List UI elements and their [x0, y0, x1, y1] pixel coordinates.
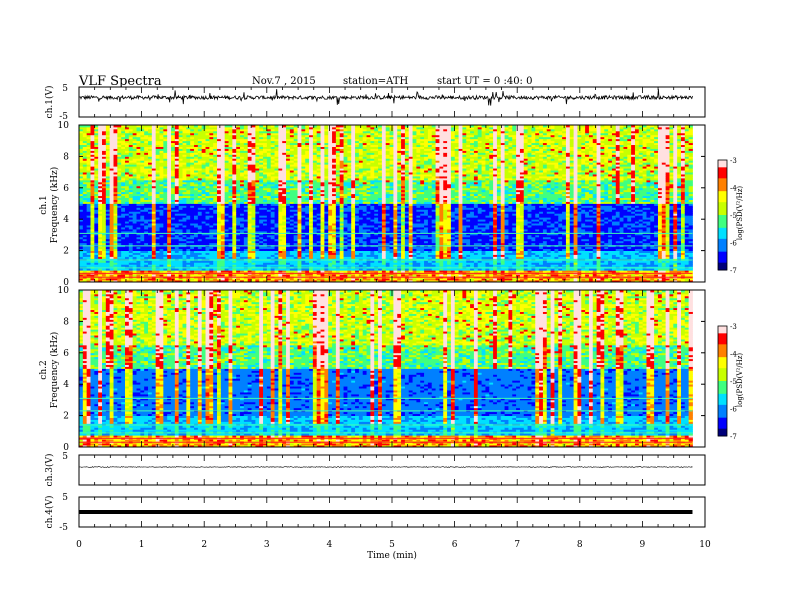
- date-label: Nov.7 , 2015: [252, 76, 316, 87]
- station-label: station=ATH: [343, 76, 409, 87]
- ch1-spectrogram-image: [79, 125, 693, 282]
- waveform-line: [79, 89, 693, 106]
- ch1-waveform-panel: 5 -5 ch.1(V): [44, 84, 705, 122]
- ch1-waveform-ylabel: ch.1(V): [44, 86, 55, 119]
- start-time-label: start UT = 0 :40: 0: [437, 76, 532, 87]
- ch1-waveform-trace: [79, 89, 693, 106]
- ch1-ytick-top: 5: [62, 84, 68, 94]
- vlf-spectra-figure: VLF Spectra Nov.7 , 2015 station=ATH sta…: [0, 0, 792, 612]
